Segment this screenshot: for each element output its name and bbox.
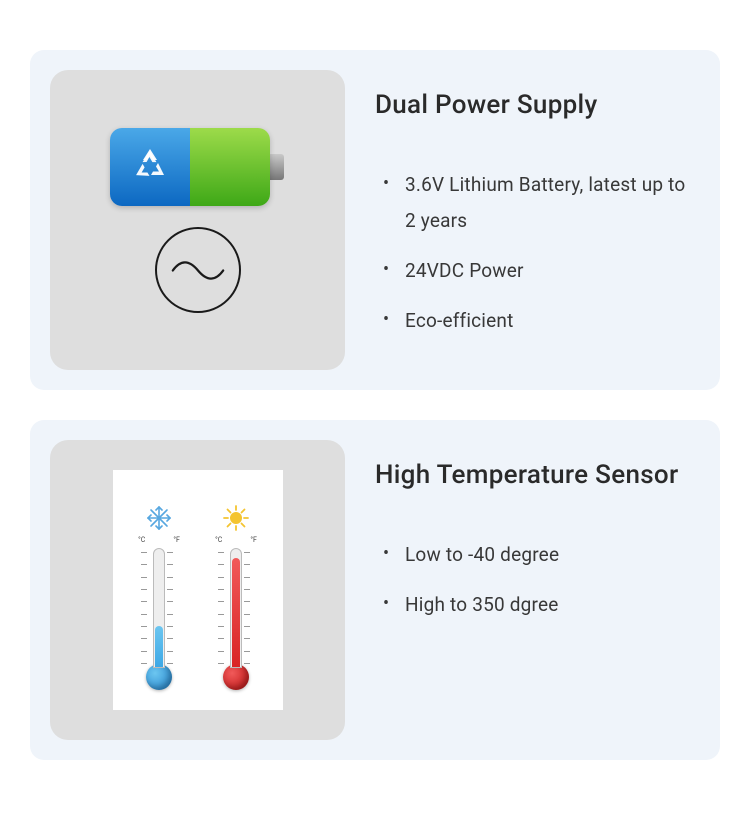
feature-bullets: 3.6V Lithium Battery, latest up to 2 yea… <box>375 167 695 339</box>
feature-card-temperature: °C °F <box>30 420 720 760</box>
scale-label-c: °C <box>138 536 145 544</box>
scale-label-c: °C <box>215 536 222 544</box>
battery-illustration <box>110 127 285 207</box>
snowflake-icon <box>146 504 172 532</box>
feature-card-power: Dual Power Supply 3.6V Lithium Battery, … <box>30 50 720 390</box>
sun-icon <box>223 504 249 532</box>
feature-bullets: Low to -40 degree High to 350 dgree <box>375 537 695 623</box>
thermometer-cold: °C °F <box>138 504 180 698</box>
feature-title: Dual Power Supply <box>375 85 695 127</box>
feature-title: High Temperature Sensor <box>375 455 695 497</box>
thermometer-illustration: °C °F <box>113 470 283 710</box>
feature-content-temperature: High Temperature Sensor Low to -40 degre… <box>375 440 695 637</box>
recycle-icon <box>128 145 172 189</box>
feature-image-temperature: °C °F <box>50 440 345 740</box>
bullet-item: 24VDC Power <box>405 253 695 289</box>
scale-label-f: °F <box>250 536 256 544</box>
scale-label-f: °F <box>173 536 179 544</box>
feature-content-power: Dual Power Supply 3.6V Lithium Battery, … <box>375 70 695 353</box>
feature-image-power <box>50 70 345 370</box>
bullet-item: Eco-efficient <box>405 303 695 339</box>
bullet-item: 3.6V Lithium Battery, latest up to 2 yea… <box>405 167 695 239</box>
bullet-item: Low to -40 degree <box>405 537 695 573</box>
ac-sine-icon <box>155 227 241 313</box>
bullet-item: High to 350 dgree <box>405 587 695 623</box>
thermometer-hot: °C °F <box>215 504 257 698</box>
